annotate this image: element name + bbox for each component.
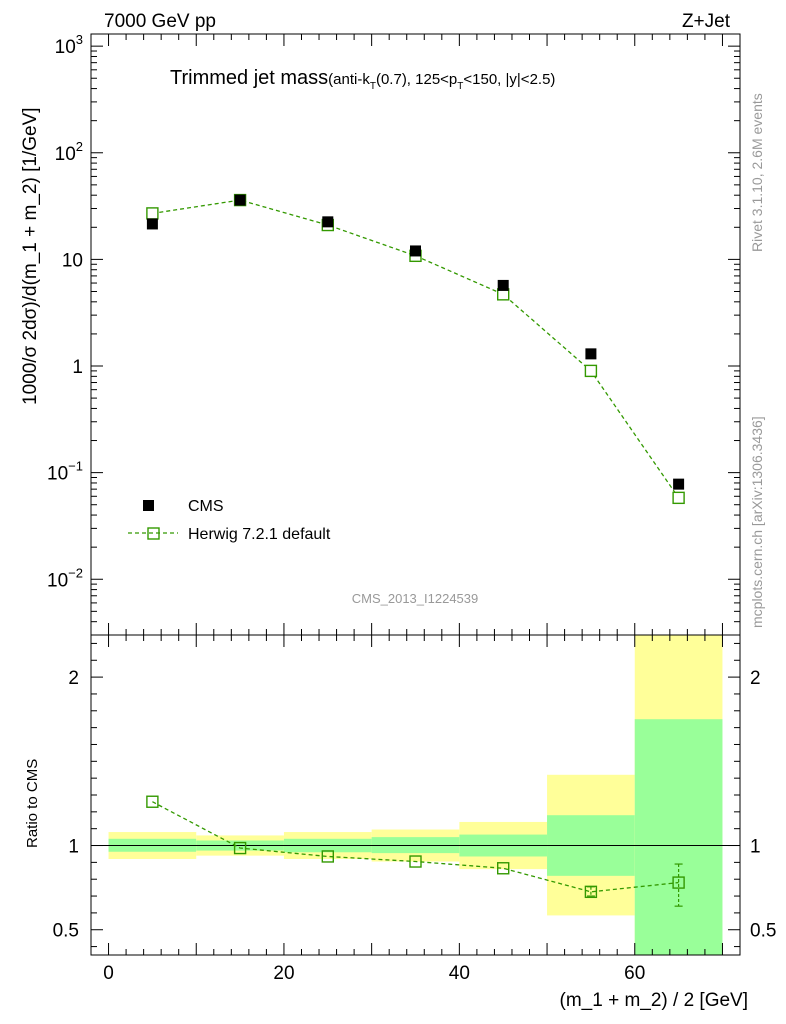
ratio-mc-point: [672, 876, 685, 889]
ratio-panel: 0.5 0.51 12 20 20 40 60 Ratio to CMS (m_1 + m_…: [24, 634, 776, 1011]
ratio-mc-point: [321, 850, 334, 863]
main-ytick-exp: −2: [68, 565, 83, 580]
main-ylabel: 1000/σ 2dσ)/d(m_1 + m_2) [1/GeV]: [20, 107, 41, 405]
main-mc-line: [152, 199, 680, 499]
ratio-band-inner: [634, 719, 723, 955]
main-data-point: [234, 194, 246, 206]
ratio-xtick-label: 60: [624, 963, 645, 984]
header-right: Z+Jet: [682, 11, 731, 32]
ratio-xtick-label: 0: [103, 963, 114, 984]
main-ytick-label: 10: [62, 250, 83, 271]
main-ytick-label: 1: [72, 357, 83, 378]
ratio-uncertainty-bands: [108, 635, 723, 955]
ratio-ytick-label-right: 0.5: [750, 921, 776, 942]
main-ytick-label: 10−2: [47, 565, 83, 591]
legend: CMS Herwig 7.2.1 default: [128, 498, 331, 543]
ratio-ylabel: Ratio to CMS: [24, 759, 41, 848]
ratio-mc-line: [152, 801, 679, 893]
main-ytick-label: 103: [55, 32, 83, 58]
ratio-xlabel: (m_1 + m_2) / 2 [GeV]: [560, 990, 749, 1011]
ratio-mc-point: [497, 862, 510, 875]
ratio-ytick-label-left: 1: [68, 837, 79, 858]
ratio-mc-point: [409, 855, 422, 868]
main-ytick-label: 10−1: [47, 459, 83, 485]
main-ytick-exp: 3: [76, 32, 83, 47]
ratio-xtick-label: 20: [273, 963, 294, 984]
header-left: 7000 GeV pp: [104, 11, 216, 32]
ratio-xtick-label: 40: [449, 963, 470, 984]
ratio-frame: [90, 634, 741, 956]
main-ytick-base: 10: [47, 570, 68, 591]
ratio-mc-series: [146, 795, 685, 907]
main-ytick-label: 102: [55, 139, 83, 165]
rivet-label: Rivet 3.1.10, 2.6M events: [749, 93, 765, 252]
legend-data-marker: [143, 500, 154, 511]
legend-mc-marker: [147, 527, 160, 540]
mcplots-label: mcplots.cern.ch [arXiv:1306.3436]: [749, 416, 765, 628]
chart-title-main: Trimmed jet mass: [170, 67, 328, 89]
main-frame: [90, 33, 741, 636]
ratio-ytick-label-left: 2: [68, 668, 79, 689]
chart-title: Trimmed jet mass(anti-kT(0.7), 125<pT<15…: [170, 67, 555, 92]
main-data-series: [146, 194, 685, 490]
main-ytick-base: 10: [55, 37, 76, 58]
legend-mc-label: Herwig 7.2.1 default: [188, 526, 331, 543]
ratio-ytick-label-right: 1: [750, 837, 761, 858]
main-data-point: [673, 478, 685, 490]
main-ytick-exp: −1: [68, 459, 83, 474]
ratio-mc-point: [146, 795, 159, 808]
chart-title-t2: (0.7), 125<p: [376, 71, 457, 88]
main-data-point: [585, 348, 597, 360]
ratio-mc-point: [584, 885, 598, 899]
chart-title-t1: (anti-k: [328, 71, 370, 88]
watermark: CMS_2013_I1224539: [352, 591, 479, 606]
chart-title-s2: T: [457, 81, 463, 92]
chart-title-t3: <150, |y|<2.5): [463, 71, 555, 88]
main-ytick-exp: 2: [76, 139, 83, 154]
ratio-axis-ticks: 0.5 0.51 12 20 20 40 60: [53, 635, 776, 984]
main-mc-point: [584, 364, 598, 378]
main-data-point: [146, 218, 158, 230]
main-data-point: [497, 279, 509, 291]
main-data-point: [410, 245, 421, 257]
ratio-mc-point: [233, 841, 247, 855]
legend-data-label: CMS: [188, 498, 224, 515]
ratio-ytick-label-right: 2: [750, 668, 761, 689]
main-mc-point: [672, 491, 685, 505]
main-data-point: [322, 216, 334, 228]
ratio-ytick-label-left: 0.5: [53, 921, 79, 942]
main-ytick-base: 10: [55, 144, 76, 165]
chart-title-s1: T: [370, 81, 376, 92]
main-ytick-base: 10: [47, 464, 68, 485]
main-mc-point: [146, 207, 159, 220]
main-mc-series: [146, 193, 685, 505]
